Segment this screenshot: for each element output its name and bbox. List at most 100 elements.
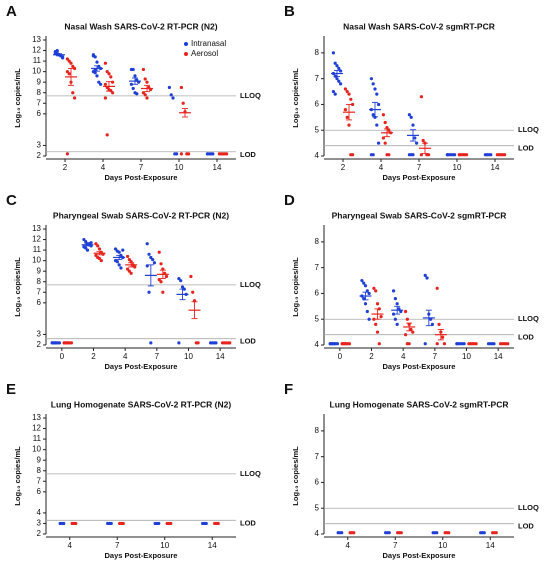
x-axis-label: Days Post-Exposure bbox=[383, 173, 456, 182]
y-tick-label: 7 bbox=[315, 263, 320, 272]
data-point bbox=[65, 57, 69, 61]
data-point bbox=[367, 317, 371, 321]
data-point bbox=[435, 531, 439, 535]
data-point bbox=[117, 250, 121, 254]
data-point bbox=[107, 72, 111, 76]
data-point bbox=[331, 89, 335, 94]
data-point bbox=[149, 341, 153, 345]
y-tick-label: 9 bbox=[37, 266, 42, 275]
data-point bbox=[169, 521, 173, 526]
y-tick-label: 11 bbox=[33, 434, 42, 443]
data-point bbox=[474, 342, 478, 346]
data-point bbox=[411, 153, 415, 157]
y-tick-label: 9 bbox=[37, 455, 42, 464]
data-point bbox=[54, 341, 58, 345]
y-axis-label: Log₁₀ copies/mL bbox=[291, 446, 300, 506]
data-point bbox=[351, 153, 355, 157]
x-axis-label: Days Post-Exposure bbox=[383, 551, 456, 560]
y-tick-label: 13 bbox=[32, 35, 41, 44]
data-point bbox=[362, 297, 366, 301]
data-point bbox=[109, 75, 113, 79]
data-point bbox=[71, 91, 75, 95]
data-point bbox=[131, 67, 135, 72]
data-point bbox=[335, 342, 340, 346]
data-point bbox=[111, 80, 115, 84]
y-tick-label: 5 bbox=[315, 503, 320, 512]
data-point bbox=[74, 521, 78, 526]
data-point bbox=[145, 96, 149, 100]
data-point bbox=[127, 269, 131, 273]
data-point bbox=[147, 290, 151, 294]
data-point bbox=[369, 77, 373, 81]
data-point bbox=[419, 153, 423, 157]
data-point bbox=[365, 289, 369, 293]
data-point bbox=[129, 271, 133, 275]
data-point bbox=[105, 133, 109, 137]
y-axis-label: Log₁₀ copies/mL bbox=[291, 68, 300, 128]
data-point bbox=[360, 278, 364, 283]
y-tick-label: 4 bbox=[315, 151, 320, 160]
y-tick-label: 3 bbox=[37, 330, 42, 339]
data-point bbox=[145, 242, 149, 246]
data-point bbox=[97, 256, 102, 261]
data-point bbox=[164, 274, 169, 279]
y-tick-label: 6 bbox=[37, 109, 42, 118]
y-tick-label: 3 bbox=[37, 141, 42, 150]
y-tick-label: 6 bbox=[37, 298, 42, 307]
data-point bbox=[179, 85, 183, 90]
data-point bbox=[383, 120, 387, 125]
reference-label: LLOQ bbox=[240, 280, 261, 289]
data-point bbox=[352, 531, 356, 535]
data-point bbox=[462, 342, 466, 346]
data-point bbox=[393, 297, 397, 301]
data-point bbox=[371, 153, 375, 157]
y-tick-label: 7 bbox=[315, 452, 320, 461]
y-tick-label: 6 bbox=[315, 289, 320, 298]
data-point bbox=[141, 67, 145, 72]
data-point bbox=[177, 341, 181, 345]
data-point bbox=[373, 87, 377, 91]
reference-label: LLOQ bbox=[240, 469, 261, 478]
y-tick-label: 8 bbox=[37, 277, 42, 286]
reference-label: LOD bbox=[240, 518, 256, 527]
data-point bbox=[65, 70, 69, 74]
data-point bbox=[121, 521, 125, 526]
data-point bbox=[489, 153, 493, 157]
data-point bbox=[143, 93, 147, 97]
data-point bbox=[377, 342, 381, 346]
panel-letter: D bbox=[284, 192, 295, 209]
data-point bbox=[435, 286, 439, 290]
data-point bbox=[455, 342, 459, 346]
data-point bbox=[387, 531, 391, 535]
data-point bbox=[407, 342, 411, 346]
data-point bbox=[453, 153, 457, 157]
y-tick-label: 10 bbox=[32, 256, 41, 265]
x-tick-label: 0 bbox=[60, 352, 65, 361]
data-point bbox=[379, 315, 383, 319]
data-point bbox=[125, 254, 130, 259]
data-point bbox=[225, 152, 229, 156]
data-point bbox=[145, 80, 149, 84]
data-point bbox=[374, 322, 378, 326]
data-point bbox=[349, 97, 353, 101]
data-point bbox=[457, 153, 461, 157]
x-tick-label: 2 bbox=[91, 352, 96, 361]
y-tick-label: 7 bbox=[37, 287, 42, 296]
y-tick-label: 6 bbox=[315, 478, 320, 487]
data-point bbox=[67, 72, 71, 76]
data-point bbox=[503, 153, 507, 157]
y-tick-label: 10 bbox=[32, 445, 41, 454]
panel-letter: A bbox=[6, 3, 17, 20]
data-point bbox=[425, 276, 429, 280]
data-point bbox=[214, 341, 218, 345]
data-point bbox=[73, 66, 77, 71]
data-point bbox=[340, 531, 344, 535]
x-tick-label: 4 bbox=[123, 352, 128, 361]
data-point bbox=[103, 82, 107, 86]
data-point bbox=[403, 309, 408, 314]
data-point bbox=[494, 531, 498, 535]
data-point bbox=[133, 74, 137, 78]
data-point bbox=[331, 51, 335, 55]
data-point bbox=[381, 113, 385, 117]
data-point bbox=[161, 290, 165, 294]
